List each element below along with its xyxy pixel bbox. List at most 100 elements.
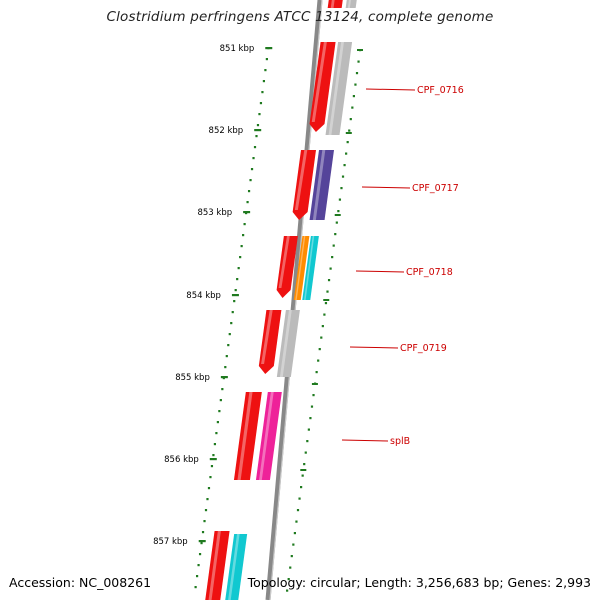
- gene-arrow-0719-shine: [279, 310, 292, 377]
- ruler-minor-tick: [320, 336, 323, 339]
- ruler-minor-tick: [303, 463, 306, 466]
- ruler-minor-tick: [206, 498, 209, 501]
- ruler-minor-tick: [224, 366, 227, 369]
- ruler-minor-tick: [318, 348, 321, 351]
- ruler-major-tick: [254, 129, 262, 132]
- ruler-minor-tick: [296, 509, 300, 512]
- gene-label: splB: [390, 436, 410, 447]
- ruler-minor-tick: [237, 267, 240, 270]
- gene-label: CPF_0719: [400, 343, 447, 354]
- ruler-minor-tick: [337, 210, 340, 213]
- ruler-minor-tick: [334, 233, 337, 236]
- ruler-minor-tick: [194, 586, 197, 589]
- ruler-minor-tick: [304, 451, 307, 454]
- gene-arrow-0717-red-shine: [294, 150, 308, 210]
- ruler-minor-tick: [349, 118, 352, 121]
- ruler-minor-tick: [287, 578, 290, 581]
- ruler-minor-tick: [343, 164, 346, 167]
- ruler-major-tick: [300, 469, 307, 471]
- gene-leader-line: [361, 186, 411, 189]
- ruler-minor-tick: [295, 520, 298, 523]
- gene-arrow-0719-body: [276, 310, 300, 377]
- ruler-minor-tick: [246, 201, 249, 204]
- ruler-minor-tick: [348, 129, 351, 132]
- ruler-minor-tick: [338, 198, 342, 201]
- ruler-minor-tick: [216, 421, 219, 424]
- gene-arrow-0716-red: [309, 42, 336, 132]
- ruler-minor-tick: [321, 325, 324, 328]
- ruler-minor-tick: [249, 179, 252, 182]
- ruler-minor-tick: [335, 221, 338, 224]
- ruler-minor-tick: [323, 313, 326, 316]
- gene-features: [205, 0, 357, 600]
- ruler-minor-tick: [329, 267, 332, 270]
- ruler-minor-tick: [250, 168, 254, 171]
- ruler-minor-tick: [210, 465, 214, 468]
- ruler-tick-labels: 851 kbp 852 kbp 853 kbp 854 kbp 855 kbp 856 k…: [153, 44, 254, 547]
- gene-arrow-bottom-red: [205, 531, 230, 600]
- ruler-major-tick: [198, 540, 206, 543]
- ruler-tick-label: 853 kbp: [197, 208, 232, 218]
- ruler-minor-tick: [215, 432, 218, 435]
- ruler-minor-tick: [221, 388, 224, 391]
- ruler-minor-tick: [209, 476, 212, 479]
- genome-summary-text: Topology: circular; Length: 3,256,683 bp…: [247, 575, 591, 590]
- ruler-minor-tick: [306, 440, 309, 443]
- ruler-minor-tick: [345, 152, 348, 155]
- ruler-major-tick: [243, 211, 251, 214]
- gene-arrow-0719: [276, 310, 300, 377]
- gene-arrow-bottom-cyan-body: [225, 534, 248, 600]
- gene-arrow-0716-red-shine: [311, 42, 327, 122]
- ruler-major-tick: [357, 49, 363, 51]
- ruler-major-tick: [323, 299, 330, 301]
- accession-text: Accession: NC_008261: [9, 575, 152, 590]
- ruler-minor-tick: [225, 355, 228, 358]
- gene-arrow-0716-shine: [328, 42, 344, 135]
- gene-arrow-splb: [255, 392, 282, 480]
- gene-arrow-splb-red-shine: [237, 392, 253, 480]
- ruler-minor-tick: [227, 344, 230, 347]
- ruler-tick-label: 857 kbp: [153, 537, 188, 547]
- gene-arrow-0716-red-body: [309, 42, 336, 132]
- ruler-minor-tick: [340, 187, 343, 190]
- ruler-minor-tick: [315, 371, 318, 374]
- ruler-minor-tick: [201, 531, 205, 534]
- gene-arrow-bottom-red-body: [205, 531, 230, 600]
- ruler-major-tick: [220, 376, 228, 379]
- gene-leader-line: [341, 439, 389, 442]
- ruler-minor-tick: [301, 474, 304, 477]
- ruler-minor-tick: [253, 146, 257, 149]
- ruler-minor-tick: [307, 428, 310, 431]
- ruler-minor-tick: [309, 417, 312, 420]
- ruler-minor-tick: [234, 289, 237, 292]
- gene-arrow-top-red-shine: [330, 0, 335, 8]
- gene-arrow-0718-orange-body: [293, 236, 310, 300]
- gene-arrow-0717-body: [309, 150, 334, 220]
- ruler-minor-tick: [326, 290, 329, 293]
- gene-arrow-top-red: [327, 0, 343, 8]
- ruler-minor-tick: [219, 399, 222, 402]
- gene-arrow-0718-red: [276, 236, 298, 298]
- ruler-minor-tick: [346, 141, 349, 144]
- gene-arrow-top-grey-body: [345, 0, 357, 8]
- ruler-minor-tick: [236, 278, 239, 281]
- gene-arrow-0719-red-body: [258, 310, 282, 374]
- ruler-minor-tick: [203, 520, 206, 523]
- ruler-minor-tick: [355, 72, 359, 75]
- ruler-minor-tick: [256, 124, 260, 127]
- ruler-tick-label: 854 kbp: [186, 291, 221, 301]
- ruler-minor-tick: [357, 60, 360, 63]
- ruler-minor-tick: [239, 256, 242, 259]
- ruler-minor-tick: [298, 497, 301, 500]
- gene-arrow-0718-shine: [304, 236, 315, 300]
- gene-arrow-splb-red: [233, 392, 262, 480]
- gene-arrow-0716-body: [325, 42, 353, 135]
- ruler-ticks-right: [286, 49, 363, 592]
- gene-arrow-0719-red: [258, 310, 282, 374]
- ruler-minor-tick: [197, 564, 200, 567]
- ruler-minor-tick: [300, 486, 303, 489]
- diagram-title: Clostridium perfringens ATCC 13124, comp…: [106, 9, 494, 25]
- ruler-minor-tick: [292, 543, 295, 546]
